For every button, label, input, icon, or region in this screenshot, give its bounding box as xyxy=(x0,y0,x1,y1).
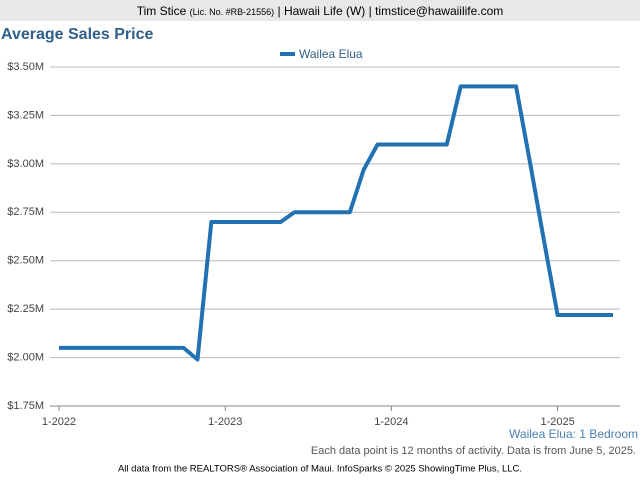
series-line xyxy=(59,84,613,362)
chart-title: Average Sales Price xyxy=(1,26,154,43)
x-tick-label: 1-2025 xyxy=(540,416,574,428)
x-tick-label: 1-2024 xyxy=(374,416,408,428)
header-bar: Tim Stice (Lic. No. #RB-21556) | Hawaii … xyxy=(0,0,640,21)
y-tick-label: $3.25M xyxy=(7,109,44,121)
footer: All data from the REALTORS® Association … xyxy=(118,464,522,475)
y-tick-label: $2.25M xyxy=(7,303,44,315)
y-tick-label: $1.75M xyxy=(7,400,44,412)
y-tick-label: $2.75M xyxy=(7,206,44,218)
subtitle: Wailea Elua: 1 Bedroom xyxy=(509,427,638,441)
x-tick-label: 1-2023 xyxy=(208,416,242,428)
y-tick-label: $3.50M xyxy=(7,61,44,73)
note: Each data point is 12 months of activity… xyxy=(311,445,636,457)
y-tick-label: $3.00M xyxy=(7,158,44,170)
legend-label: Wailea Elua xyxy=(299,47,363,61)
header-info: | Hawaii Life (W) | timstice@hawaiilife.… xyxy=(277,4,504,18)
agent-name: Tim Stice xyxy=(136,4,187,18)
y-tick-label: $2.50M xyxy=(7,255,44,267)
y-tick-label: $2.00M xyxy=(7,351,44,363)
license: (Lic. No. #RB-21556) xyxy=(189,7,275,17)
x-tick-label: 1-2022 xyxy=(42,416,76,428)
